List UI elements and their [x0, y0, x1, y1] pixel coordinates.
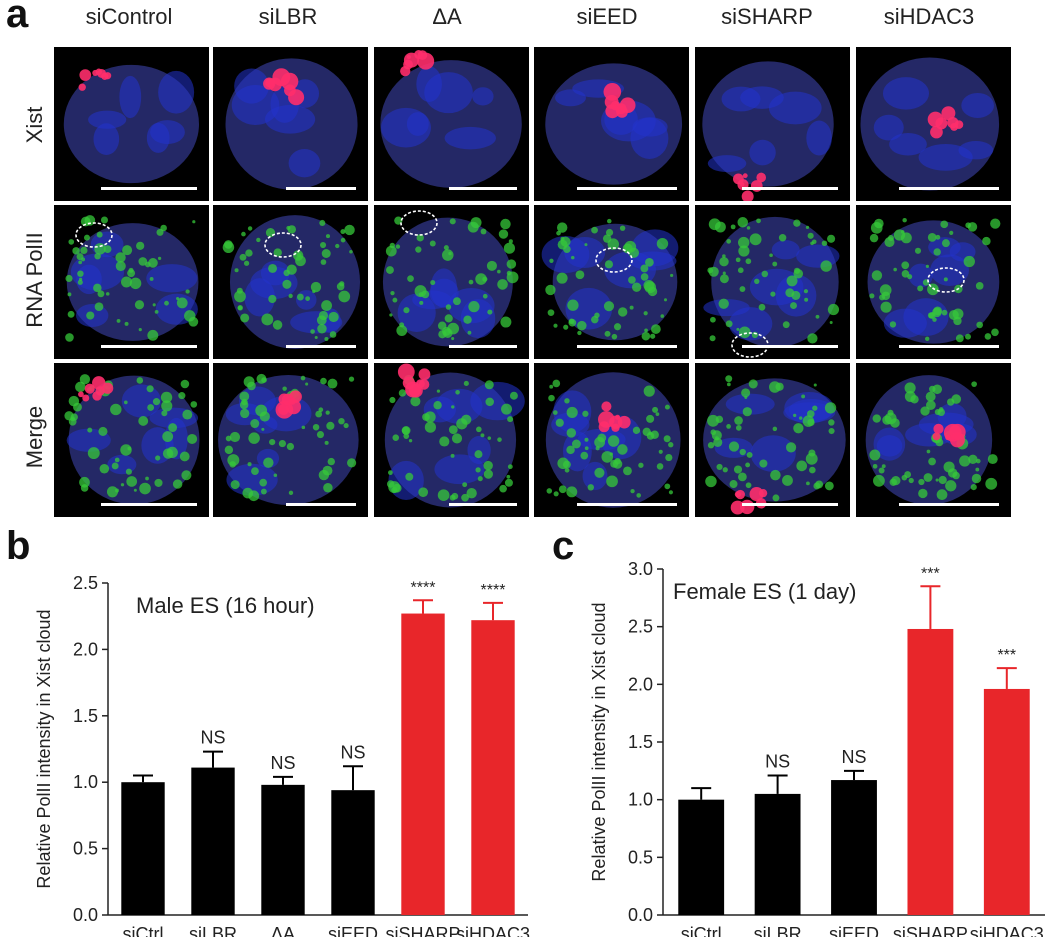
- image-merge-delta-a: [374, 363, 529, 517]
- y-tick-label: 0.5: [628, 847, 653, 867]
- scale-bar: [101, 345, 197, 348]
- bar-ΔA: [261, 784, 305, 915]
- panel-b-letter: b: [6, 524, 31, 568]
- significance-label: NS: [200, 728, 225, 748]
- image-merge-silbr: [213, 363, 368, 517]
- x-tick-label: siCtrl: [681, 924, 722, 937]
- y-tick-label: 1.0: [73, 772, 98, 792]
- scale-bar: [286, 187, 356, 190]
- x-tick-label: siEED: [829, 924, 879, 937]
- x-tick-label: siHDAC3: [970, 924, 1044, 937]
- scale-bar: [286, 503, 356, 506]
- scale-bar: [286, 345, 356, 348]
- image-merge-sicontrol: [54, 363, 209, 517]
- image-polii-sihdac3: [856, 205, 1011, 359]
- image-merge-sisharp: [695, 363, 850, 517]
- image-polii-delta-a: [374, 205, 529, 359]
- scale-bar: [899, 503, 999, 506]
- panel-c-letter: c: [552, 524, 575, 568]
- x-tick-label: siLBR: [189, 924, 237, 937]
- image-xist-silbr: [213, 47, 368, 201]
- x-tick-label: ΔA: [271, 924, 295, 937]
- significance-label: NS: [765, 751, 790, 771]
- row-label-merge: Merge: [22, 405, 47, 469]
- y-axis-label: Relative PolII intensity in Xist cloud: [34, 609, 54, 888]
- scale-bar: [899, 187, 999, 190]
- y-tick-label: 1.0: [628, 790, 653, 810]
- y-tick-label: 0.5: [73, 839, 98, 859]
- column-label-sisharp: siSHARP: [721, 4, 813, 29]
- scale-bar: [101, 503, 197, 506]
- x-tick-label: siCtrl: [123, 924, 164, 937]
- image-merge-sihdac3: [856, 363, 1011, 517]
- bar-siLBR: [191, 767, 235, 915]
- scale-bar: [449, 187, 517, 190]
- y-tick-label: 2.0: [73, 639, 98, 659]
- panel-a-letter: a: [6, 0, 29, 36]
- bar-chart-male-es: 0.0 0.5 1.0 1.5 2.0 2.5 Relative PolII intensi…: [34, 573, 530, 937]
- significance-label: ***: [997, 647, 1016, 664]
- bar-siSHARP: [907, 628, 954, 915]
- x-tick-label: siHDAC3: [456, 924, 530, 937]
- bar-siHDAC3: [471, 620, 515, 915]
- x-tick-label: siLBR: [754, 924, 802, 937]
- significance-label: ****: [481, 582, 506, 599]
- significance-label: ****: [411, 579, 436, 596]
- scale-bar: [577, 187, 677, 190]
- bar-siEED: [331, 790, 375, 915]
- y-tick-label: 2.0: [628, 674, 653, 694]
- image-xist-sicontrol: [54, 47, 209, 201]
- column-label-delta-a: ΔA: [432, 4, 462, 29]
- y-tick-label: 2.5: [73, 573, 98, 593]
- scale-bar: [742, 503, 838, 506]
- bar-siLBR: [754, 793, 801, 915]
- column-label-sieed: siEED: [576, 4, 638, 29]
- bar-siCtrl: [678, 799, 725, 915]
- scale-bar: [899, 345, 999, 348]
- bar-siSHARP: [401, 613, 445, 915]
- y-tick-label: 1.5: [628, 732, 653, 752]
- bar-siHDAC3: [983, 688, 1030, 915]
- column-label-sicontrol: siControl: [85, 4, 173, 29]
- x-tick-label: siEED: [328, 924, 378, 937]
- chart-title: Male ES (16 hour): [136, 593, 315, 618]
- image-xist-delta-a: [374, 47, 529, 201]
- image-polii-silbr: [213, 205, 368, 359]
- bar-chart-female-es: 0.0 0.5 1.0 1.5 2.0 2.5 3.0 Relative PolII inte…: [589, 559, 1045, 937]
- significance-label: NS: [841, 747, 866, 767]
- y-tick-label: 1.5: [73, 706, 98, 726]
- image-polii-sicontrol: [54, 205, 209, 359]
- scale-bar: [449, 503, 517, 506]
- scale-bar: [577, 503, 677, 506]
- image-xist-sisharp: [695, 47, 850, 201]
- chart-title: Female ES (1 day): [673, 579, 856, 604]
- x-tick-label: siSHARP: [385, 924, 460, 937]
- scale-bar: [742, 345, 838, 348]
- image-polii-sisharp: [695, 205, 850, 359]
- x-tick-label: siSHARP: [893, 924, 968, 937]
- significance-label: ***: [921, 565, 940, 582]
- scale-bar: [101, 187, 197, 190]
- y-tick-label: 2.5: [628, 617, 653, 637]
- image-xist-sieed: [534, 47, 689, 201]
- image-xist-sihdac3: [856, 47, 1011, 201]
- image-merge-sieed: [534, 363, 689, 517]
- significance-label: NS: [340, 742, 365, 762]
- bar-siCtrl: [121, 782, 165, 915]
- y-tick-label: 0.0: [73, 905, 98, 925]
- y-tick-label: 0.0: [628, 905, 653, 925]
- image-polii-sieed: [534, 205, 689, 359]
- bar-siEED: [831, 780, 877, 915]
- y-tick-label: 3.0: [628, 559, 653, 579]
- significance-label: NS: [270, 753, 295, 773]
- scale-bar: [577, 345, 677, 348]
- column-label-sihdac3: siHDAC3: [883, 4, 975, 29]
- row-label-rna-polii: RNA PolII: [22, 232, 47, 328]
- column-label-silbr: siLBR: [258, 4, 318, 29]
- row-label-xist: Xist: [22, 106, 47, 144]
- y-axis-label: Relative PolII intensity in Xist cloud: [589, 602, 609, 881]
- scale-bar: [742, 187, 838, 190]
- scale-bar: [449, 345, 517, 348]
